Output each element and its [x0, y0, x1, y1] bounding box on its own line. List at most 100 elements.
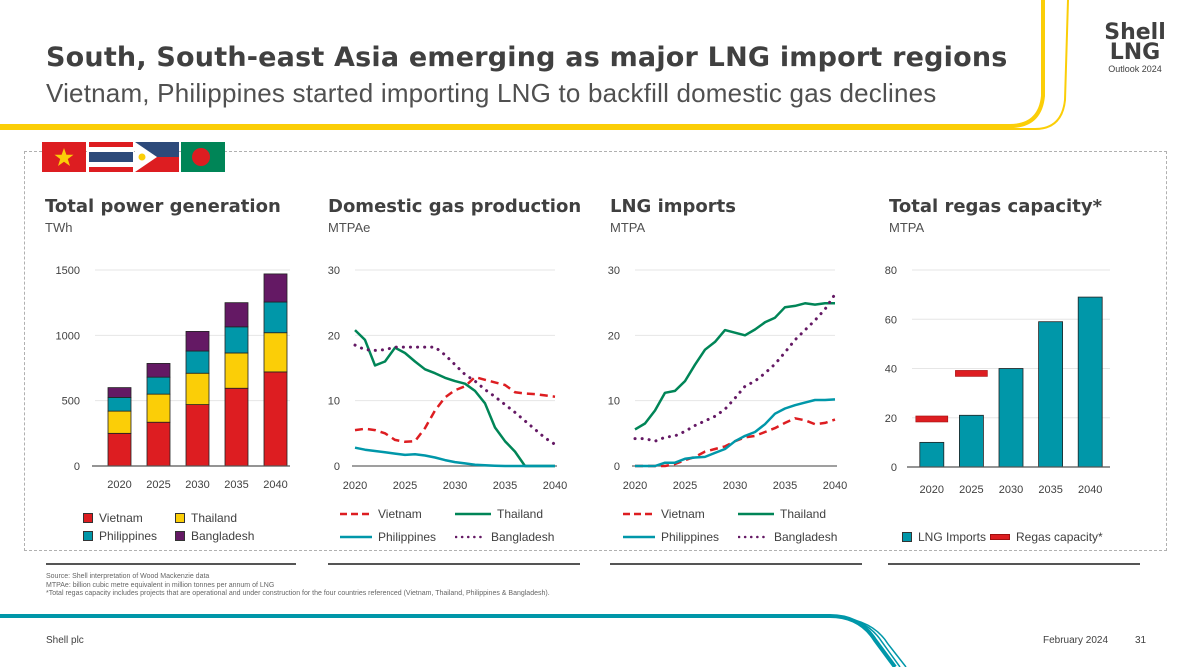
x-tick-label: 2025 — [673, 480, 697, 492]
logo-shell-text: Shell — [1104, 20, 1166, 45]
legend-label: Thailand — [497, 507, 544, 521]
bar-segment-thailand — [185, 372, 210, 405]
chart1-title: Total power generation — [45, 196, 281, 217]
x-tick-label: 2040 — [823, 480, 847, 492]
series-line-thailand — [634, 302, 835, 431]
y-tick-label: 30 — [328, 265, 340, 277]
bar-segment-thailand — [146, 393, 171, 423]
y-tick-label: 20 — [328, 330, 340, 342]
x-tick-label: 2020 — [107, 479, 131, 491]
chart3-title: LNG imports — [610, 196, 736, 217]
y-tick-label: 20 — [885, 413, 897, 425]
legend-item-bangladesh: Bangladesh — [455, 530, 554, 544]
series-line-philippines — [354, 446, 555, 468]
bar-segment-philippines — [185, 350, 210, 374]
legend-item-thailand: Thailand — [738, 507, 826, 521]
bar-segment-philippines — [146, 376, 171, 395]
legend-item-philippines: Philippines — [340, 530, 436, 544]
legend-item-vietnam: Vietnam — [83, 511, 143, 525]
power-generation-chart: 0 500 1000 1500 2020 2025 2030 2035 2040 — [56, 265, 290, 491]
x-tick-label: 2035 — [1038, 484, 1062, 496]
thailand-flag-icon — [89, 142, 133, 172]
footer-date: February 2024 — [1043, 635, 1109, 646]
x-tick-label: 2030 — [185, 479, 209, 491]
bar-segment-bangladesh — [224, 302, 249, 328]
y-tick-label: 1500 — [56, 265, 80, 277]
legend-label: Philippines — [99, 529, 158, 543]
bar-lng-imports — [959, 414, 984, 468]
legend-label: Vietnam — [378, 507, 422, 521]
shell-lng-logo: Shell LNG Outlook 2024 — [1100, 22, 1170, 74]
x-tick-label: 2025 — [146, 479, 170, 491]
dotted-line-icon — [455, 535, 485, 539]
charts-frame — [24, 151, 1167, 551]
thailand-swatch-icon — [175, 513, 185, 523]
y-tick-label: 60 — [885, 314, 897, 326]
legend-label: Vietnam — [99, 511, 143, 525]
series-line-vietnam — [354, 375, 556, 444]
legend-label: Regas capacity* — [1016, 530, 1103, 544]
bar-segment-thailand — [224, 352, 249, 389]
footer-curve-decoration — [0, 614, 907, 667]
x-tick-label: 2020 — [920, 484, 944, 496]
chart4-title: Total regas capacity* — [889, 196, 1102, 217]
y-tick-label: 0 — [74, 461, 80, 473]
footnotes: Source: Shell interpretation of Wood Mac… — [46, 573, 550, 599]
bar-segment-philippines — [107, 396, 132, 412]
solid-line-icon — [340, 535, 372, 539]
bar-segment-bangladesh — [107, 387, 132, 398]
y-tick-label: 40 — [885, 364, 897, 376]
legend-label: Vietnam — [661, 507, 705, 521]
legend-label: Thailand — [191, 511, 238, 525]
unit-note: MTPAe: billion cubic metre equivalent in… — [46, 581, 275, 589]
x-tick-label: 2030 — [999, 484, 1023, 496]
legend-label: Philippines — [661, 530, 720, 544]
regas-note: *Total regas capacity includes projects … — [46, 590, 550, 597]
legend-item-thailand: Thailand — [455, 507, 543, 521]
logo-lng-text: LNG — [1109, 40, 1161, 65]
vietnam-flag-icon — [42, 142, 86, 172]
legend-item-vietnam: Vietnam — [340, 507, 422, 521]
bar-segment-vietnam — [185, 404, 210, 467]
solid-line-icon — [455, 512, 491, 516]
footer-company: Shell plc — [46, 635, 84, 646]
x-tick-label: 2020 — [623, 480, 647, 492]
legend-label: LNG Imports — [918, 530, 987, 544]
bar-segment-bangladesh — [263, 273, 288, 303]
legend-item-bangladesh: Bangladesh — [175, 529, 254, 543]
source-note: Source: Shell interpretation of Wood Mac… — [46, 573, 210, 580]
bar-segment-philippines — [263, 301, 288, 334]
bar-lng-imports — [1038, 321, 1064, 468]
divider — [46, 563, 296, 565]
bar-segment-vietnam — [263, 371, 288, 467]
y-tick-label: 0 — [614, 461, 620, 473]
y-tick-label: 0 — [334, 461, 340, 473]
bar-lng-imports — [919, 441, 945, 468]
legend-item-thailand: Thailand — [175, 511, 237, 525]
x-tick-label: 2020 — [343, 480, 367, 492]
regas-capacity-marker — [915, 415, 949, 423]
x-tick-label: 2030 — [723, 480, 747, 492]
chart1-unit: TWh — [45, 220, 73, 235]
bar-segment-bangladesh — [146, 363, 171, 378]
legend-label: Bangladesh — [491, 530, 555, 544]
chart2-title: Domestic gas production — [328, 196, 582, 217]
x-tick-label: 2040 — [1078, 484, 1102, 496]
legend-label: Philippines — [378, 530, 437, 544]
solid-line-icon — [738, 512, 774, 516]
bar-segment-thailand — [107, 410, 132, 434]
page-number: 31 — [1135, 635, 1147, 646]
legend-label: Bangladesh — [774, 530, 838, 544]
bar-segment-thailand — [263, 332, 288, 373]
legend-item-vietnam: Vietnam — [623, 507, 705, 521]
lng-imports-swatch-icon — [902, 532, 912, 542]
bar-segment-bangladesh — [185, 331, 210, 352]
regas-bar-swatch-icon — [990, 534, 1010, 540]
legend-label: Thailand — [780, 507, 827, 521]
y-tick-label: 1000 — [56, 330, 80, 342]
dashed-line-icon — [623, 512, 655, 516]
chart4-unit: MTPA — [889, 220, 925, 235]
bar-segment-vietnam — [146, 421, 171, 467]
